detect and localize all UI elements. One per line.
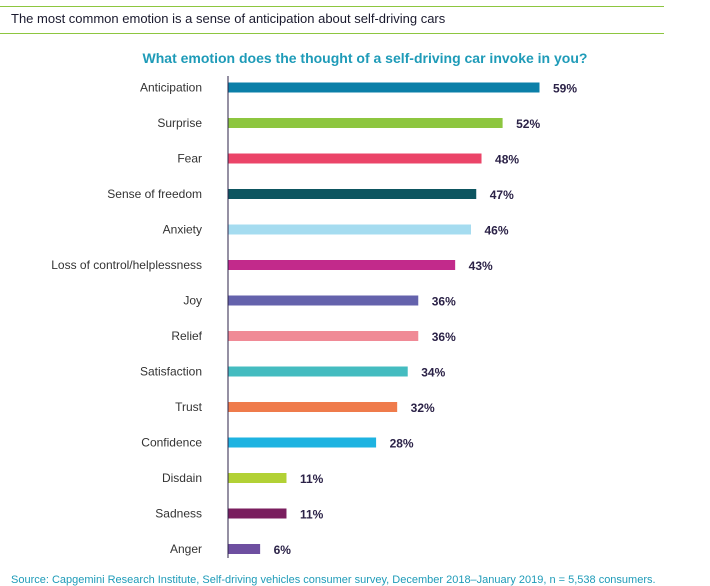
- category-label: Trust: [175, 400, 203, 414]
- chart-title: What emotion does the thought of a self-…: [142, 50, 588, 66]
- bar: [228, 473, 287, 483]
- value-label: 11%: [300, 472, 324, 486]
- value-label: 46%: [484, 224, 508, 238]
- value-label: 36%: [432, 295, 456, 309]
- category-label: Surprise: [157, 116, 202, 130]
- bar: [228, 153, 482, 164]
- category-label: Disdain: [162, 471, 202, 485]
- value-label: 52%: [516, 117, 540, 131]
- value-label: 11%: [300, 508, 324, 522]
- category-label: Confidence: [141, 436, 202, 450]
- bar: [228, 331, 419, 341]
- value-label: 28%: [390, 437, 414, 451]
- value-label: 59%: [553, 82, 577, 96]
- bar: [228, 260, 456, 270]
- category-label: Fear: [177, 152, 202, 166]
- bar: [228, 82, 540, 93]
- category-label: Relief: [171, 329, 202, 343]
- value-label: 32%: [411, 401, 435, 415]
- header-bottom-rule: [0, 33, 664, 34]
- page-header: The most common emotion is a sense of an…: [11, 11, 446, 26]
- bar: [228, 224, 471, 235]
- bar: [228, 402, 398, 412]
- category-label: Satisfaction: [140, 365, 202, 379]
- value-label: 6%: [274, 543, 292, 557]
- bar: [228, 366, 408, 377]
- value-label: 36%: [432, 330, 456, 344]
- category-label: Sadness: [155, 507, 202, 521]
- bar: [228, 295, 419, 306]
- source-note: Source: Capgemini Research Institute, Se…: [11, 574, 656, 586]
- category-label: Loss of control/helplessness: [51, 258, 202, 272]
- value-label: 47%: [490, 188, 514, 202]
- bar: [228, 118, 503, 128]
- category-label: Sense of freedom: [107, 187, 202, 201]
- header-top-rule: [0, 6, 664, 7]
- value-label: 34%: [421, 366, 445, 380]
- bar: [228, 544, 261, 554]
- category-label: Anger: [170, 542, 202, 556]
- value-label: 48%: [495, 153, 519, 167]
- bar: [228, 437, 377, 448]
- category-label: Joy: [183, 294, 202, 308]
- bar: [228, 508, 287, 519]
- value-label: 43%: [469, 259, 493, 273]
- bar: [228, 189, 477, 199]
- category-label: Anxiety: [163, 223, 202, 237]
- category-label: Anticipation: [140, 81, 202, 95]
